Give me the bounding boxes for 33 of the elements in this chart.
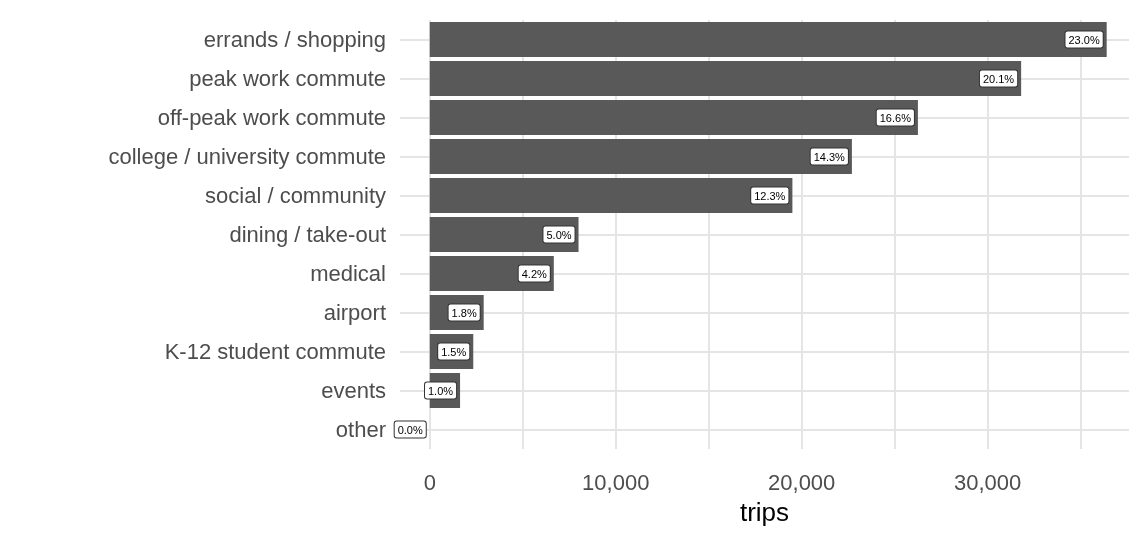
y-tick-label: other xyxy=(335,417,386,442)
annotation: 4.2% xyxy=(521,267,548,280)
y-tick-label: college / university commute xyxy=(108,144,386,169)
y-tick-label: social / community xyxy=(205,183,386,208)
bar xyxy=(429,138,852,175)
y-tick-label: airport xyxy=(323,300,386,325)
annotation: 16.6% xyxy=(879,111,912,124)
annotation: 12.3% xyxy=(754,189,786,202)
x-tick-label: 10,000 xyxy=(582,469,650,495)
y-tick-label: K-12 student commute xyxy=(164,339,386,364)
y-tick-label: errands / shopping xyxy=(203,27,386,52)
annotation: 23.0% xyxy=(1068,33,1100,46)
annotation: 1.5% xyxy=(441,345,467,358)
annotation: 5.0% xyxy=(546,228,572,241)
y-tick-label: off-peak work commute xyxy=(157,105,386,130)
annotation: 1.0% xyxy=(427,384,454,397)
y-tick-label: peak work commute xyxy=(189,66,386,91)
y-tick-label: medical xyxy=(310,261,386,286)
x-tick-label: 0 xyxy=(423,469,436,495)
x-tick-label: 20,000 xyxy=(768,469,836,495)
y-tick-label: events xyxy=(321,378,386,403)
annotation: 20.1% xyxy=(982,72,1015,85)
bar xyxy=(429,60,1022,97)
x-tick-label: 30,000 xyxy=(954,469,1022,495)
bar xyxy=(429,21,1107,58)
y-tick-label: dining / take-out xyxy=(229,222,386,247)
annotation: 0.0% xyxy=(397,423,423,436)
annotation: 1.8% xyxy=(451,306,477,319)
x-axis-title: trips xyxy=(739,497,790,527)
bar xyxy=(429,99,918,136)
bar xyxy=(429,216,579,253)
bar xyxy=(429,177,793,214)
annotation: 14.3% xyxy=(813,150,846,163)
